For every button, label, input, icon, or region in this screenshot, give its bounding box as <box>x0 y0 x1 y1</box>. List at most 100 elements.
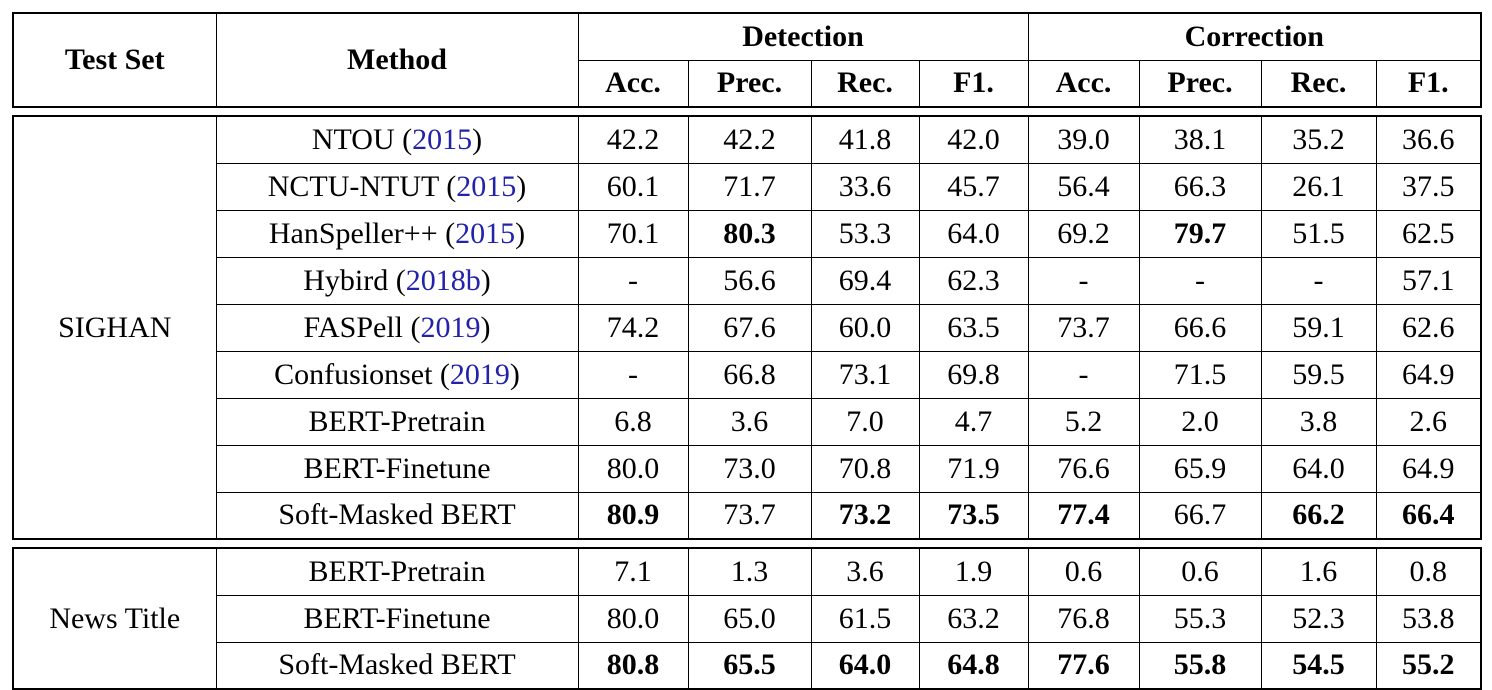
metric-cell: 74.2 <box>577 303 689 352</box>
metric-cell: 1.3 <box>687 547 812 596</box>
metric-cell: 66.6 <box>1138 303 1262 352</box>
metric-cell: 57.1 <box>1375 256 1482 305</box>
metric-cell: - <box>1027 350 1140 399</box>
metric-cell: 69.4 <box>810 256 920 305</box>
column-header-correction-prec: Prec. <box>1138 59 1262 108</box>
metric-cell: 41.8 <box>810 115 920 164</box>
metric-cell: 56.4 <box>1027 162 1140 211</box>
metric-cell: 52.3 <box>1260 594 1377 643</box>
metric-cell: 37.5 <box>1375 162 1482 211</box>
column-header-method: Method <box>215 12 579 108</box>
method-cell: Confusionset (2019) <box>215 350 579 399</box>
metric-cell: 26.1 <box>1260 162 1377 211</box>
metric-cell: - <box>1260 256 1377 305</box>
method-cell: HanSpeller++ (2015) <box>215 209 579 258</box>
metric-cell: 66.4 <box>1375 491 1482 540</box>
table-row: Hybird (2018b) -56.6 69.4 62.3- - -57.1 <box>13 256 1482 305</box>
metric-cell: 67.6 <box>687 303 812 352</box>
group-header-detection: Detection <box>577 12 1029 61</box>
metric-cell: 71.9 <box>918 444 1029 493</box>
column-header-test-set: Test Set <box>12 12 217 108</box>
metric-cell: 42.2 <box>687 115 812 164</box>
metric-cell: 42.0 <box>918 115 1029 164</box>
citation-year-link[interactable]: 2019 <box>449 357 510 391</box>
citation-year-link[interactable]: 2015 <box>412 122 473 156</box>
column-header-detection-prec: Prec. <box>687 59 812 108</box>
table-row: Soft-Masked BERT 80.8 65.5 64.0 64.8 77.6 55.8… <box>13 641 1482 690</box>
group-header-correction: Correction <box>1027 12 1482 61</box>
metric-cell: 80.0 <box>577 594 689 643</box>
citation-year-link[interactable]: 2019 <box>420 310 481 344</box>
metric-cell: 53.3 <box>810 209 920 258</box>
metric-cell: 80.9 <box>577 491 689 540</box>
metric-cell: 51.5 <box>1260 209 1377 258</box>
column-header-detection-rec: Rec. <box>810 59 920 108</box>
metric-cell: 62.6 <box>1375 303 1482 352</box>
metric-cell: 65.5 <box>687 641 812 690</box>
metric-cell: 3.6 <box>810 547 920 596</box>
metric-cell: 55.8 <box>1138 641 1262 690</box>
table-row: BERT-Pretrain 6.8 3.6 7.0 4.7 5.2 2.0 3.8 2.6 <box>13 397 1482 446</box>
citation-year-link[interactable]: 2018b <box>405 263 481 297</box>
metric-cell: 39.0 <box>1027 115 1140 164</box>
metric-cell: 36.6 <box>1375 115 1482 164</box>
metric-cell: 1.6 <box>1260 547 1377 596</box>
metric-cell: 6.8 <box>577 397 689 446</box>
metric-cell: 56.6 <box>687 256 812 305</box>
metric-cell: 35.2 <box>1260 115 1377 164</box>
table-row: News Title BERT-Pretrain 7.1 1.3 3.6 1.9 0.6 0.… <box>12 547 1482 690</box>
method-cell: BERT-Pretrain <box>215 397 579 446</box>
metric-cell: 59.1 <box>1260 303 1377 352</box>
table-row: SIGHAN NTOU (2015) 42.2 42.2 41.8 42.0 39.0 38.… <box>12 115 1482 540</box>
results-table-section-news-title: News Title BERT-Pretrain 7.1 1.3 3.6 1.9 0.6 0.… <box>12 547 1482 690</box>
metric-cell: 77.6 <box>1027 641 1140 690</box>
metric-cell: 0.6 <box>1027 547 1140 596</box>
metric-cell: 2.6 <box>1375 397 1482 446</box>
table-row: Soft-Masked BERT 80.9 73.7 73.2 73.5 77.4 66.7… <box>13 491 1482 540</box>
table-row: NCTU-NTUT (2015) 60.1 71.7 33.6 45.7 56.4 66.3… <box>13 162 1482 211</box>
column-header-correction-acc: Acc. <box>1027 59 1140 108</box>
metric-cell: 69.8 <box>918 350 1029 399</box>
metric-cell: 64.0 <box>1260 444 1377 493</box>
metric-cell: 64.9 <box>1375 350 1482 399</box>
metric-cell: 7.1 <box>577 547 689 596</box>
metric-cell: 33.6 <box>810 162 920 211</box>
metric-cell: 70.1 <box>577 209 689 258</box>
method-cell: BERT-Finetune <box>215 444 579 493</box>
test-set-cell: News Title <box>12 547 217 690</box>
metric-cell: - <box>577 350 689 399</box>
metric-cell: 60.0 <box>810 303 920 352</box>
metric-cell: - <box>1138 256 1262 305</box>
metric-cell: 73.7 <box>1027 303 1140 352</box>
metric-cell: 0.8 <box>1375 547 1482 596</box>
method-cell: Soft-Masked BERT <box>215 641 579 690</box>
column-header-detection-acc: Acc. <box>577 59 689 108</box>
metric-cell: 79.7 <box>1138 209 1262 258</box>
metric-cell: 63.5 <box>918 303 1029 352</box>
metric-cell: 66.3 <box>1138 162 1262 211</box>
table-row: FASPell (2019) 74.2 67.6 60.0 63.5 73.7 66.6 59… <box>13 303 1482 352</box>
metric-cell: 69.2 <box>1027 209 1140 258</box>
metric-cell: 55.3 <box>1138 594 1262 643</box>
metric-cell: 64.0 <box>810 641 920 690</box>
citation-year-link[interactable]: 2015 <box>455 216 516 250</box>
citation-year-link[interactable]: 2015 <box>456 169 517 203</box>
metric-cell: 65.9 <box>1138 444 1262 493</box>
metric-cell: 80.8 <box>577 641 689 690</box>
metric-cell: 70.8 <box>810 444 920 493</box>
metric-cell: 64.8 <box>918 641 1029 690</box>
metric-cell: - <box>577 256 689 305</box>
metric-cell: 54.5 <box>1260 641 1377 690</box>
metric-cell: 64.9 <box>1375 444 1482 493</box>
metric-cell: 53.8 <box>1375 594 1482 643</box>
method-cell: NTOU (2015) <box>215 115 579 164</box>
method-cell: Soft-Masked BERT <box>215 491 579 540</box>
metric-cell: 4.7 <box>918 397 1029 446</box>
metric-cell: 42.2 <box>577 115 689 164</box>
metric-cell: 66.8 <box>687 350 812 399</box>
metric-cell: 45.7 <box>918 162 1029 211</box>
metric-cell: 38.1 <box>1138 115 1262 164</box>
metric-cell: 3.8 <box>1260 397 1377 446</box>
method-cell: Hybird (2018b) <box>215 256 579 305</box>
metric-cell: 60.1 <box>577 162 689 211</box>
